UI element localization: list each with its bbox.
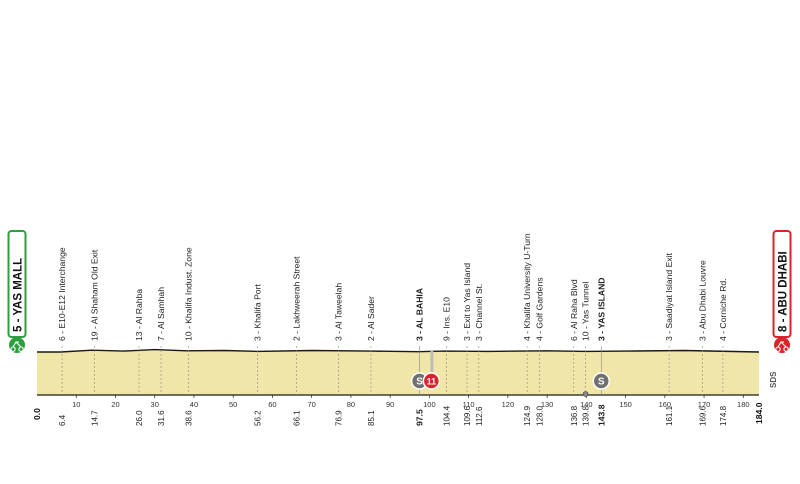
waypoint-km: 136.8	[570, 405, 579, 426]
waypoint-km: 161.1	[665, 405, 674, 426]
axis-tick-label: 160	[659, 400, 672, 409]
waypoint-label: 3 - Channel St.	[474, 284, 484, 341]
sprint-marker-label: S	[416, 377, 423, 388]
waypoint-km: 66.1	[292, 410, 301, 426]
waypoint-label: 3 - AL BAHIA	[415, 288, 425, 341]
waypoint-km: 56.2	[254, 410, 263, 426]
waypoint-label: 19 - Al Shaham Old Exit	[90, 249, 100, 341]
waypoint-km: 109.6	[463, 405, 472, 426]
start-icon	[9, 337, 25, 353]
axis-tick-label: 20	[111, 400, 119, 409]
waypoint-km: 139.8	[582, 405, 591, 426]
finish-bike-glyph	[775, 341, 789, 352]
waypoint-label: 4 - Corniche Rd.	[718, 278, 728, 341]
waypoint-km: 169.6	[698, 405, 707, 426]
waypoint-label: 4 - Golf Gardens	[534, 277, 544, 341]
axis-tick-label: 110	[463, 400, 475, 409]
axis-tick-label: 90	[386, 400, 394, 409]
axis-tick-label: 100	[423, 400, 436, 409]
axis-tick-label: 120	[502, 400, 515, 409]
axis-tick-label: 150	[619, 400, 632, 409]
waypoint-km: 97.5	[415, 409, 425, 426]
axis-tick-label: 130	[541, 400, 554, 409]
waypoint-km: 112.6	[475, 406, 484, 426]
elevation-area	[37, 349, 759, 395]
finish-km: 184.0	[754, 402, 764, 424]
waypoint-label: 13 - Al Rahba	[134, 289, 144, 341]
axis-tick-label: 40	[190, 400, 198, 409]
waypoint-label: 3 - Khalifa Port	[253, 284, 263, 341]
finish-label: 8 - ABU DHABI	[778, 251, 790, 332]
waypoint-label: 3 - YAS ISLAND	[596, 277, 606, 341]
waypoint-label: 3 - Al Taweelah	[334, 283, 344, 341]
waypoint-label: 7 - Al Samhah	[156, 287, 166, 341]
axis-tick-label: 60	[268, 400, 276, 409]
waypoint-label: 10 - Khalifa Indust. Zone	[183, 247, 193, 341]
axis-tick-label: 170	[698, 400, 711, 409]
waypoint-label: 6 - E10-E12 Interchange	[57, 247, 67, 341]
axis-tick-label: 70	[308, 400, 316, 409]
waypoint-label: 6 - Al Raha Blvd	[569, 279, 579, 341]
sprint-marker-label: S	[598, 377, 605, 388]
axis-tick-label: 80	[347, 400, 355, 409]
waypoint-label: 2 - Lakhweerah Street	[291, 256, 301, 341]
waypoint-label: 2 - Al Sader	[366, 296, 376, 341]
sds-logo: SDS	[769, 371, 778, 388]
waypoint-label: 3 - Exit to Yas Island	[462, 263, 472, 341]
waypoint-km: 38.6	[184, 410, 193, 426]
waypoint-label: 3 - Abu Dhabi Louvre	[697, 260, 707, 341]
waypoint-km: 174.8	[719, 405, 728, 426]
axis-tick-label: 10	[72, 400, 80, 409]
axis-tick-label: 140	[580, 400, 593, 409]
axis-tick-label: 30	[151, 400, 159, 409]
waypoint-km: 85.1	[367, 410, 376, 426]
finish-icon	[774, 337, 790, 353]
waypoint-km: 26.0	[135, 410, 144, 426]
start-km: 0.0	[32, 408, 42, 420]
axis-tick-label: 180	[737, 400, 750, 409]
feed-zone-bar	[430, 350, 434, 380]
waypoint-km: 31.6	[157, 410, 166, 426]
sprint-marker	[592, 372, 611, 390]
feed-marker	[422, 372, 441, 390]
waypoint-label: 10 - Yas Tunnel	[581, 282, 591, 341]
waypoint-label: 9 - Ins. E10	[442, 297, 452, 341]
waypoint-label: 3 - Saadiyat Island Exit	[664, 252, 674, 341]
waypoint-km: 143.8	[596, 404, 606, 426]
waypoint-km: 6.4	[58, 414, 67, 426]
waypoint-km: 124.9	[523, 405, 532, 426]
waypoint-km: 104.4	[443, 405, 452, 426]
waypoint-label: 4 - Khalifa University U-Turn	[522, 233, 532, 341]
start-bike-glyph	[10, 341, 24, 352]
tunnel-marker	[582, 391, 589, 397]
waypoint-km: 14.7	[91, 410, 100, 426]
waypoint-km: 76.9	[335, 410, 344, 426]
start-label: 5 - YAS MALL	[13, 258, 25, 332]
axis-tick-label: 50	[229, 400, 237, 409]
waypoint-km: 128.0	[535, 405, 544, 426]
elevation-line	[37, 348, 760, 353]
feed-marker-label: 11	[427, 377, 437, 387]
